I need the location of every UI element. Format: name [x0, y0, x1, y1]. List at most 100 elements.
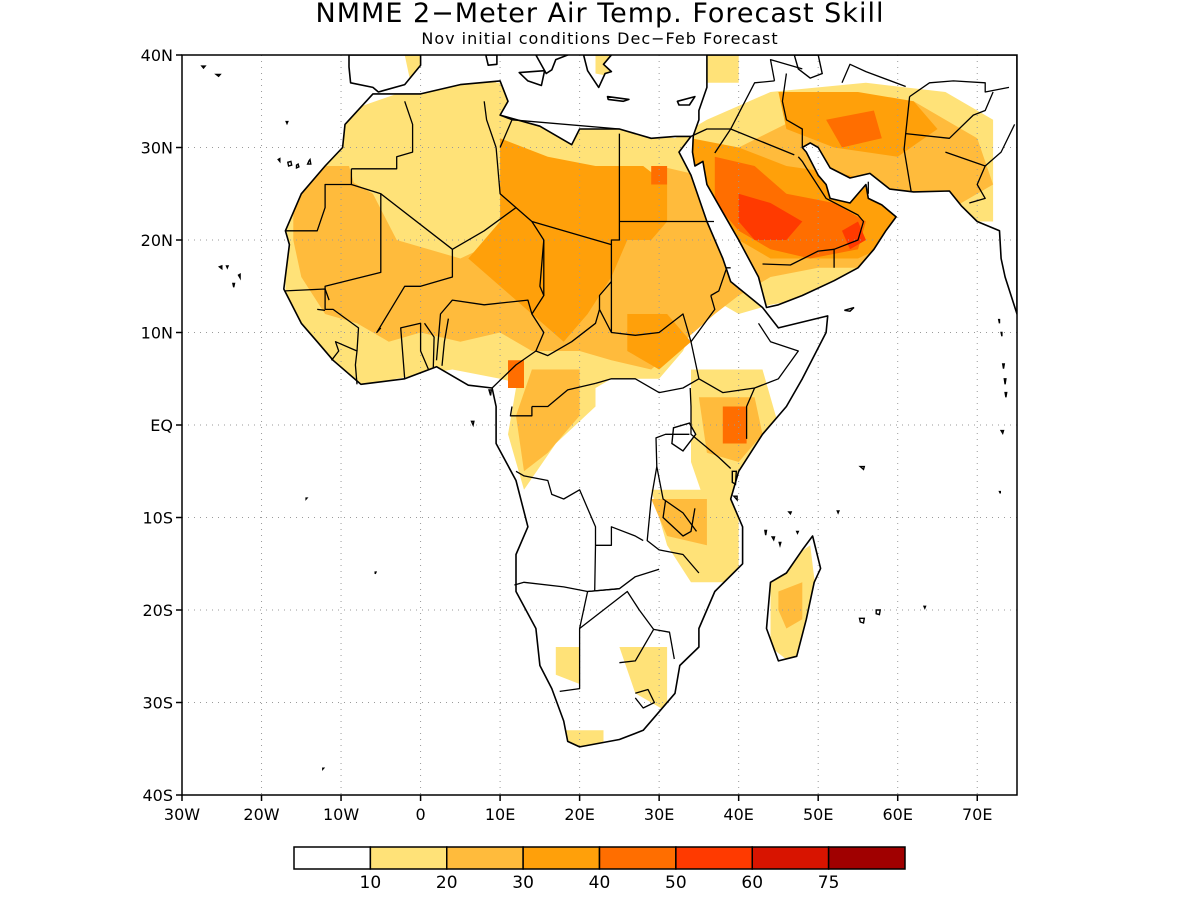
country-borders-layer: [285, 58, 1016, 709]
country-border: [903, 96, 912, 193]
country-border: [598, 133, 621, 310]
colorbar-swatch: [522, 846, 601, 870]
country-border: [325, 308, 360, 352]
country-border: [781, 73, 803, 148]
colorbar-swatch: [598, 846, 677, 870]
country-border: [324, 183, 382, 310]
country-border: [531, 220, 612, 246]
africa-coastline: [282, 80, 829, 748]
island-outline: [778, 541, 782, 548]
country-border: [539, 239, 545, 296]
country-border: [730, 128, 795, 156]
island-outline: [285, 120, 289, 126]
country-border: [559, 591, 589, 693]
country-border: [745, 387, 756, 439]
sardinia-coastline: [484, 55, 498, 66]
lon-tick-label: 30E: [644, 805, 674, 824]
island-outline: [1000, 331, 1003, 337]
madagascar-coastline: [765, 535, 822, 662]
skill-region-level-3: [468, 138, 668, 342]
skill-region-level-5: [738, 193, 803, 240]
colorbar-swatch: [293, 846, 372, 870]
colorbar-swatch: [827, 846, 906, 870]
country-border: [634, 688, 656, 709]
skill-region-level-2: [516, 369, 580, 472]
country-border: [511, 119, 620, 130]
country-border: [435, 206, 545, 361]
lon-tick-label: 50E: [803, 805, 833, 824]
skill-region-level-5: [842, 221, 866, 250]
colorbar-label: 10: [360, 873, 382, 893]
colorbar-label: 50: [665, 873, 687, 893]
country-border: [905, 91, 994, 139]
island-outline: [1001, 363, 1006, 369]
island-outline: [1003, 378, 1007, 385]
country-border: [423, 322, 435, 368]
island-outline: [997, 318, 1001, 324]
country-border: [909, 80, 1010, 98]
skill-region-level-1: [555, 647, 580, 684]
island-outline: [795, 530, 800, 535]
map-title: NMME 2−Meter Air Temp. Forecast Skill: [315, 0, 885, 29]
colorbar-label: 60: [741, 873, 763, 893]
ocean-mask: [182, 55, 1017, 795]
lat-tick-label: 30N: [141, 139, 173, 158]
country-border: [351, 101, 414, 170]
sicily-coastline: [518, 69, 546, 87]
colorbar-swatch: [369, 846, 448, 870]
skill-region-level-4: [508, 360, 524, 388]
colorbar-swatch: [751, 846, 830, 870]
island-outline: [374, 571, 378, 575]
colorbar: 10 20 30 40 50 60 75: [293, 846, 906, 893]
country-border: [762, 248, 835, 266]
country-border: [531, 382, 596, 408]
island-outline: [295, 163, 300, 169]
island-outline: [232, 282, 236, 288]
sri-lanka-coastline: [1055, 334, 1071, 369]
skill-region-level-2: [778, 582, 803, 629]
country-border: [969, 165, 986, 204]
country-border: [619, 629, 655, 664]
lon-tick-label: 20W: [243, 805, 279, 824]
island-outline: [200, 65, 207, 70]
country-border: [714, 128, 732, 154]
island-outline: [999, 429, 1005, 436]
caspian-edge-fill: [794, 55, 823, 79]
island-outline: [731, 470, 738, 486]
country-border: [710, 267, 731, 297]
country-border: [587, 588, 620, 593]
country-border: [400, 322, 430, 379]
coastline-layer: [200, 55, 1071, 771]
colorbar-label: 75: [818, 873, 840, 893]
country-border: [662, 500, 696, 537]
lon-tick-label: 0: [415, 805, 425, 824]
island-outline: [787, 511, 793, 516]
country-border: [689, 387, 732, 469]
country-border: [495, 147, 517, 209]
country-border: [769, 58, 803, 82]
lat-tick-label: 10N: [141, 324, 173, 343]
country-border: [579, 590, 655, 630]
island-outline: [305, 497, 309, 501]
skill-region-level-2: [651, 499, 707, 546]
europe-coastline: [348, 55, 422, 93]
island-outline: [286, 160, 293, 167]
island-outline: [306, 157, 312, 165]
country-border: [698, 322, 799, 394]
island-outline: [217, 264, 223, 271]
lon-tick-label: 60E: [882, 805, 912, 824]
island-outline: [858, 465, 866, 471]
country-border: [646, 466, 700, 574]
lat-tick-label: 20N: [141, 231, 173, 250]
island-outline: [764, 529, 768, 536]
country-border: [535, 309, 601, 357]
lon-tick-label: 30W: [164, 805, 200, 824]
crete-coastline: [606, 95, 630, 103]
island-outline: [1004, 391, 1008, 398]
colorbar-label: 40: [589, 873, 611, 893]
island-outline: [732, 495, 738, 502]
colorbar-label: 30: [512, 873, 534, 893]
lon-tick-label: 10E: [485, 805, 515, 824]
lat-tick-label: 40N: [141, 46, 173, 65]
